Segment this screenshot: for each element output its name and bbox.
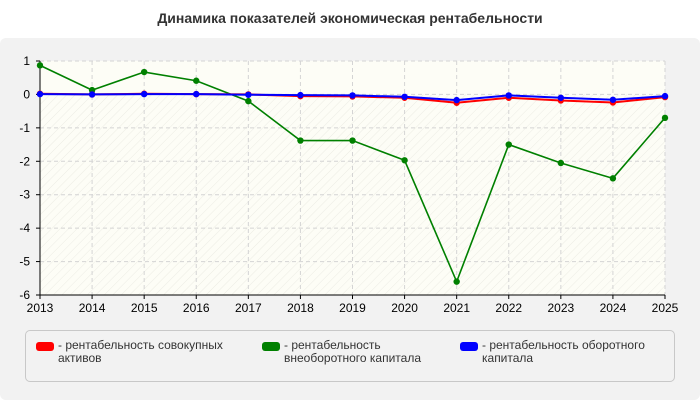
x-tick-label: 2024: [600, 301, 627, 315]
data-point-1: [140, 68, 148, 76]
chart-title: Динамика показателей экономическая рента…: [157, 10, 543, 26]
data-point-2: [349, 92, 356, 99]
y-tick-label: 1: [23, 54, 30, 68]
y-tick-label: -1: [19, 121, 30, 135]
y-tick-label: -3: [19, 188, 30, 202]
x-tick-label: 2013: [27, 301, 54, 315]
x-tick-label: 2021: [443, 301, 470, 315]
data-point-2: [557, 94, 565, 101]
data-point-2: [193, 90, 200, 98]
x-tick-label: 2019: [339, 301, 366, 315]
x-tick-label: 2016: [183, 301, 210, 315]
data-point-2: [609, 96, 617, 103]
data-point-1: [401, 157, 408, 164]
data-point-2: [453, 96, 460, 104]
y-tick-label: -6: [19, 288, 30, 302]
data-point-1: [661, 114, 669, 122]
legend-label: - рентабельность совокупных активов: [58, 338, 223, 365]
data-point-2: [36, 90, 44, 98]
y-tick-label: 0: [23, 87, 30, 101]
legend: - рентабельность совокупных активов - ре…: [25, 330, 675, 382]
x-tick-label: 2022: [495, 301, 522, 315]
legend-item-working-capital: - рентабельность оборотного капитала: [460, 339, 670, 365]
legend-label: - рентабельность внеоборотного капитала: [284, 338, 421, 365]
x-tick-label: 2014: [79, 301, 106, 315]
legend-swatch-green: [262, 342, 280, 351]
legend-swatch-blue: [460, 342, 478, 351]
x-tick-label: 2023: [547, 301, 574, 315]
data-point-2: [297, 91, 304, 99]
y-tick-label: -2: [19, 154, 30, 168]
data-point-2: [140, 90, 148, 98]
data-point-2: [245, 91, 252, 98]
data-point-1: [193, 77, 200, 84]
data-point-2: [401, 93, 408, 100]
data-point-1: [297, 137, 304, 144]
legend-item-noncurrent-capital: - рентабельность внеоборотного капитала: [262, 339, 462, 365]
y-tick-label: -4: [19, 221, 30, 235]
data-point-1: [245, 97, 252, 105]
data-point-1: [453, 278, 460, 285]
y-tick-label: -5: [19, 255, 30, 269]
legend-label: - рентабельность оборотного капитала: [482, 338, 645, 365]
data-point-1: [557, 159, 565, 167]
data-point-1: [36, 62, 44, 69]
data-point-1: [349, 137, 356, 144]
legend-item-total-assets: - рентабельность совокупных активов: [36, 339, 251, 365]
legend-swatch-red: [36, 342, 54, 351]
x-tick-label: 2017: [235, 301, 262, 315]
data-point-2: [505, 92, 512, 99]
data-point-2: [88, 91, 96, 98]
data-point-2: [661, 92, 669, 100]
data-point-1: [505, 141, 512, 148]
x-tick-label: 2015: [131, 301, 158, 315]
data-point-1: [609, 175, 617, 182]
x-tick-label: 2018: [287, 301, 314, 315]
x-tick-label: 2025: [652, 301, 679, 315]
x-tick-label: 2020: [391, 301, 418, 315]
